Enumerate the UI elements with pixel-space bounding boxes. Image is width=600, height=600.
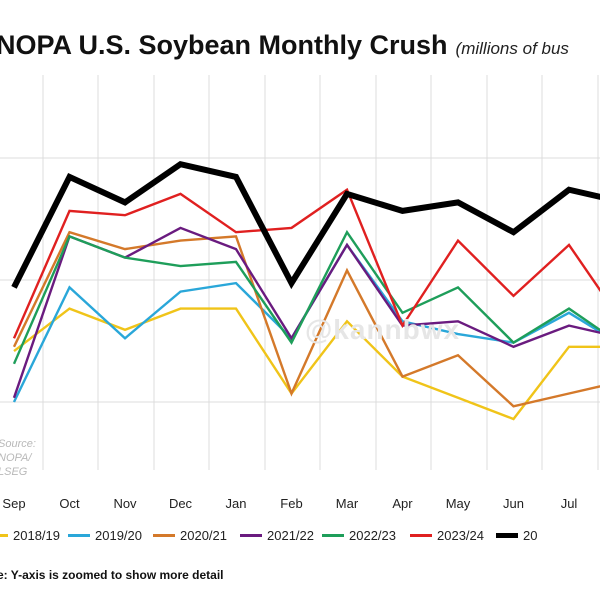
series-line-2023-24 (12, 187, 600, 339)
legend-item: 2019/20 (68, 525, 142, 545)
legend-label: 2023/24 (437, 527, 484, 543)
legend-item: 2020/21 (153, 525, 227, 545)
legend-item: 2023/24 (410, 525, 484, 545)
series-line-20 (11, 160, 600, 290)
legend-item: 2018/19 (0, 525, 60, 545)
footnote: e: Y-axis is zoomed to show more detail (0, 568, 224, 582)
x-tick-label: Oct (59, 496, 80, 511)
legend-swatch (68, 533, 90, 537)
legend-swatch (0, 533, 8, 537)
series-line-2022-23 (12, 229, 600, 365)
legend-swatch (153, 533, 175, 537)
x-axis-ticks: SepOctNovDecJanFebMarAprMayJunJulAug (2, 496, 578, 511)
x-tick-label: Jul (561, 496, 578, 511)
legend-label: 2021/22 (267, 527, 314, 543)
x-tick-label: Sep (2, 496, 25, 511)
legend-item: 2021/22 (240, 525, 314, 545)
legend-label: 20 (523, 527, 538, 543)
source-line-2: NOPA/ (0, 452, 32, 464)
chart-title: NOPA U.S. Soybean Monthly Crush (millions… (0, 30, 569, 61)
x-tick-label: Dec (169, 496, 193, 511)
source-line-1: Source: (0, 438, 36, 450)
x-tick-label: Mar (336, 496, 359, 511)
x-tick-label: Apr (392, 496, 413, 511)
legend-swatch (240, 533, 262, 537)
legend-swatch (496, 532, 518, 538)
x-tick-label: May (446, 496, 471, 511)
x-tick-label: Jun (503, 496, 524, 511)
legend-label: 2022/23 (349, 527, 396, 543)
legend-label: 2020/21 (180, 527, 227, 543)
source-line-3: LSEG (0, 466, 28, 478)
chart-title-text: NOPA U.S. Soybean Monthly Crush (0, 30, 448, 60)
x-tick-label: Feb (280, 496, 302, 511)
legend-swatch (322, 533, 344, 537)
series-lines (11, 160, 600, 421)
series-line-2018-19 (13, 307, 600, 421)
watermark: @kannbwx (305, 314, 461, 345)
series-line-2020-21 (12, 230, 600, 408)
legend-label: 2018/19 (13, 527, 60, 543)
legend-label: 2019/20 (95, 527, 142, 543)
legend-item: 20 (496, 525, 537, 545)
legend-swatch (410, 533, 432, 537)
x-tick-label: Jan (226, 496, 247, 511)
x-tick-label: Nov (113, 496, 137, 511)
chart-area: SepOctNovDecJanFebMarAprMayJunJulAug (0, 75, 600, 511)
legend: 2018/19 2019/20 2020/21 2021/22 2022/23 2023/… (0, 525, 600, 547)
legend-item: 2022/23 (322, 525, 396, 545)
chart-subtitle: (millions of bus (455, 39, 569, 58)
